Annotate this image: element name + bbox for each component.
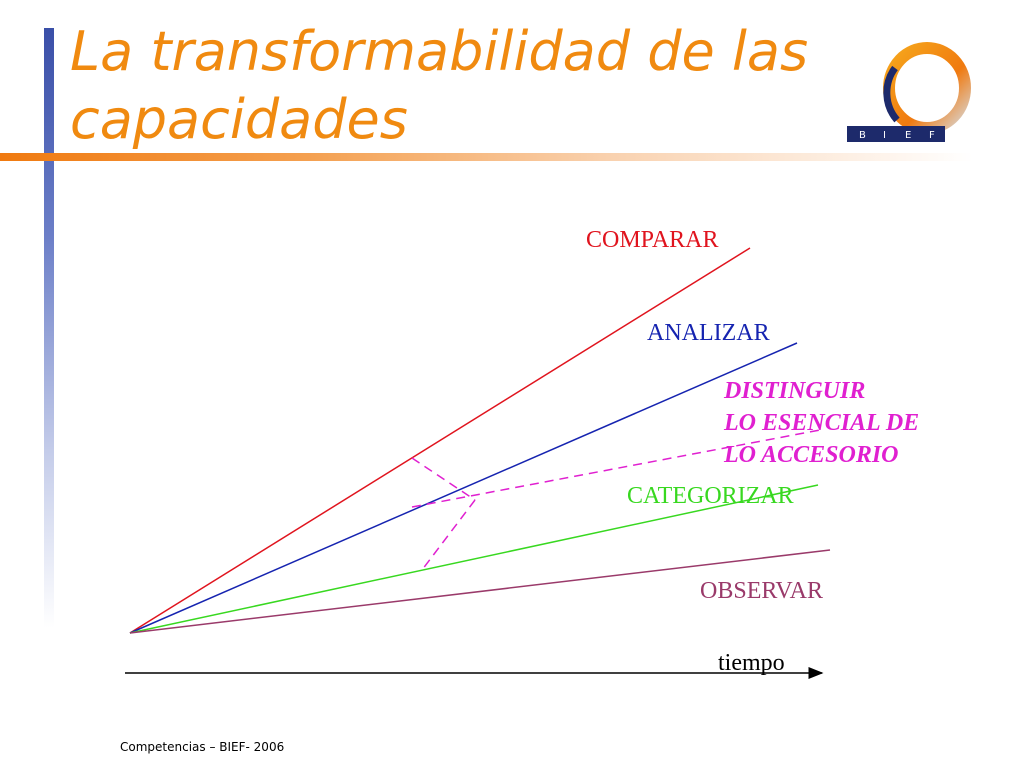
distinguir-dashed-lower bbox=[421, 499, 476, 571]
analizar-label: ANALIZAR bbox=[647, 320, 770, 346]
logo-letter: F bbox=[929, 130, 935, 141]
observar-label: OBSERVAR bbox=[700, 578, 823, 604]
logo-letter: B bbox=[859, 130, 866, 141]
title-underline-rule bbox=[0, 153, 1024, 161]
observar-line bbox=[129, 549, 831, 634]
slide-footer: Competencias – BIEF- 2006 bbox=[120, 740, 285, 754]
logo-letter: E bbox=[905, 130, 911, 141]
distinguir-label-line2: LO ESENCIAL DE bbox=[723, 410, 919, 436]
distinguir-label-line1: DISTINGUIR bbox=[723, 378, 865, 404]
distinguir-label-line3: LO ACCESORIO bbox=[723, 442, 899, 468]
logo-ring-accent bbox=[883, 65, 900, 123]
comparar-label: COMPARAR bbox=[586, 227, 719, 253]
analizar-line bbox=[129, 342, 798, 634]
logo-band bbox=[847, 126, 945, 142]
title-line-1: La transformabilidad de las bbox=[70, 20, 809, 83]
distinguir-dashed-line bbox=[411, 429, 821, 508]
categorizar-label: CATEGORIZAR bbox=[627, 483, 794, 509]
time-axis-label: tiempo bbox=[718, 650, 785, 676]
comparar-line bbox=[129, 247, 751, 634]
title-line-2: capacidades bbox=[70, 88, 408, 151]
distinguir-dashed-upper bbox=[411, 457, 476, 501]
logo-letter: I bbox=[883, 130, 886, 141]
categorizar-line bbox=[129, 484, 819, 634]
bief-logo: B I E F bbox=[847, 42, 971, 142]
slide-title: La transformabilidad de las capacidades bbox=[70, 18, 808, 154]
left-accent-bar bbox=[44, 28, 54, 628]
